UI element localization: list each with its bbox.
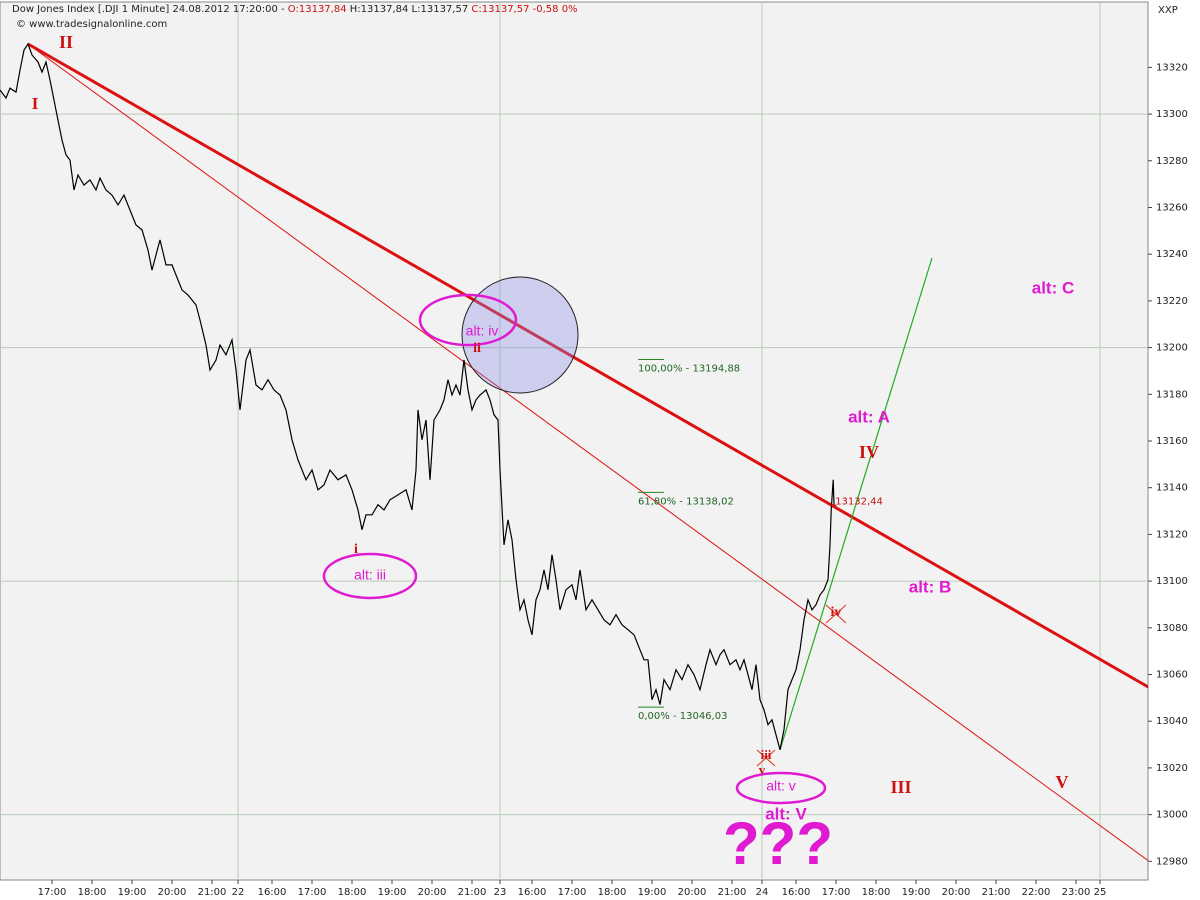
x-tick-label: 18:00 xyxy=(598,887,627,898)
x-tick-label: 23:00 xyxy=(1062,887,1091,898)
wave-label: IV xyxy=(859,442,879,462)
x-tick-label: 16:00 xyxy=(258,887,287,898)
grid xyxy=(0,2,1148,880)
y-tick-label: 13020 xyxy=(1156,763,1188,774)
alt-label: alt: iv xyxy=(466,323,499,339)
x-tick-label: 21:00 xyxy=(458,887,487,898)
header-part: H:13137,84 L:13137,57 xyxy=(350,4,468,15)
trend-line-green xyxy=(779,257,933,751)
y-tick-label: 13200 xyxy=(1156,343,1188,354)
header-part: O:13137,84 xyxy=(288,4,347,15)
y-tick-label: 12980 xyxy=(1156,856,1188,867)
y-tick-label: 13320 xyxy=(1156,62,1188,73)
drawings xyxy=(27,42,1148,862)
ellipse xyxy=(322,552,418,600)
x-tick-label: 20:00 xyxy=(158,887,187,898)
price-line xyxy=(0,42,835,750)
x-tick-label: 19:00 xyxy=(378,887,407,898)
x-tick-label: 17:00 xyxy=(38,887,67,898)
price-marker-label: 13132,44 xyxy=(835,496,883,507)
header: Dow Jones Index [.DJI 1 Minute] 24.08.20… xyxy=(12,4,578,15)
alt-label: alt: v xyxy=(766,778,796,794)
alt-label: alt: B xyxy=(909,577,952,596)
alt-label: alt: V xyxy=(765,804,807,823)
wave-label: iv xyxy=(831,605,842,620)
trend-line-thin xyxy=(27,43,1148,862)
x-mark xyxy=(825,604,847,624)
wave-label: III xyxy=(890,777,911,797)
x-tick-label: 17:00 xyxy=(298,887,327,898)
fib-label: 0,00% - 13046,03 xyxy=(638,711,727,722)
wave-label: i xyxy=(354,542,358,557)
x-tick-label: 24 xyxy=(756,887,769,898)
y-tick-label: 13120 xyxy=(1156,529,1188,540)
header-part: C:13137,57 -0,58 0% xyxy=(471,4,577,15)
x-tick-label: 19:00 xyxy=(638,887,667,898)
y-tick-label: 13060 xyxy=(1156,670,1188,681)
symbol-tag: XXP xyxy=(1158,5,1178,16)
y-tick-label: 13260 xyxy=(1156,202,1188,213)
y-tick-label: 13240 xyxy=(1156,249,1188,260)
y-tick-label: 13000 xyxy=(1156,810,1188,821)
alt-label: alt: C xyxy=(1032,278,1075,297)
y-tick-label: 13180 xyxy=(1156,389,1188,400)
x-tick-label: 21:00 xyxy=(718,887,747,898)
x-tick-label: 17:00 xyxy=(822,887,851,898)
x-tick-label: 18:00 xyxy=(338,887,367,898)
x-tick-label: 18:00 xyxy=(862,887,891,898)
y-tick-label: 13080 xyxy=(1156,623,1188,634)
y-tick-label: 13040 xyxy=(1156,716,1188,727)
x-tick-label: 20:00 xyxy=(418,887,447,898)
ellipse xyxy=(418,293,518,347)
wave-label: I xyxy=(32,94,39,113)
x-tick-label: 16:00 xyxy=(782,887,811,898)
x-tick-label: 16:00 xyxy=(518,887,547,898)
fib-label: 100,00% - 13194,88 xyxy=(638,364,740,375)
fib-label: 61,80% - 13138,02 xyxy=(638,496,734,507)
y-tick-label: 13280 xyxy=(1156,156,1188,167)
y-tick-label: 13100 xyxy=(1156,576,1188,587)
y-tick-label: 13300 xyxy=(1156,109,1188,120)
y-tick-label: 13160 xyxy=(1156,436,1188,447)
copyright: © www.tradesignalonline.com xyxy=(16,19,167,30)
series xyxy=(0,42,835,750)
ellipse xyxy=(735,771,827,805)
x-tick-label: 21:00 xyxy=(982,887,1011,898)
wave-label: ii xyxy=(473,341,481,356)
x-tick-label: 22:00 xyxy=(1022,887,1051,898)
alt-label: alt: iii xyxy=(354,567,386,583)
x-tick-label: 20:00 xyxy=(678,887,707,898)
plot-area xyxy=(0,1,1149,881)
x-tick-label: 17:00 xyxy=(558,887,587,898)
wave-label: II xyxy=(59,32,73,52)
x-tick-label: 19:00 xyxy=(902,887,931,898)
x-mark xyxy=(756,749,776,767)
question-marks: ??? xyxy=(723,810,833,877)
x-tick-label: 19:00 xyxy=(118,887,147,898)
header-part: Dow Jones Index [.DJI 1 Minute] 24.08.20… xyxy=(12,4,285,15)
x-tick-label: 21:00 xyxy=(198,887,227,898)
highlight-circle xyxy=(461,276,579,394)
wave-label: v xyxy=(759,762,766,777)
trend-line-thick xyxy=(27,42,1148,689)
y-tick-label: 13220 xyxy=(1156,296,1188,307)
alt-label: alt: A xyxy=(848,407,890,426)
x-tick-label: 25 xyxy=(1094,887,1107,898)
wave-label: iii xyxy=(761,747,772,762)
x-tick-label: 23 xyxy=(494,887,507,898)
x-tick-label: 20:00 xyxy=(942,887,971,898)
x-tick-label: 18:00 xyxy=(78,887,107,898)
y-tick-label: 13140 xyxy=(1156,483,1188,494)
x-tick-label: 22 xyxy=(232,887,245,898)
wave-label: V xyxy=(1056,772,1069,792)
